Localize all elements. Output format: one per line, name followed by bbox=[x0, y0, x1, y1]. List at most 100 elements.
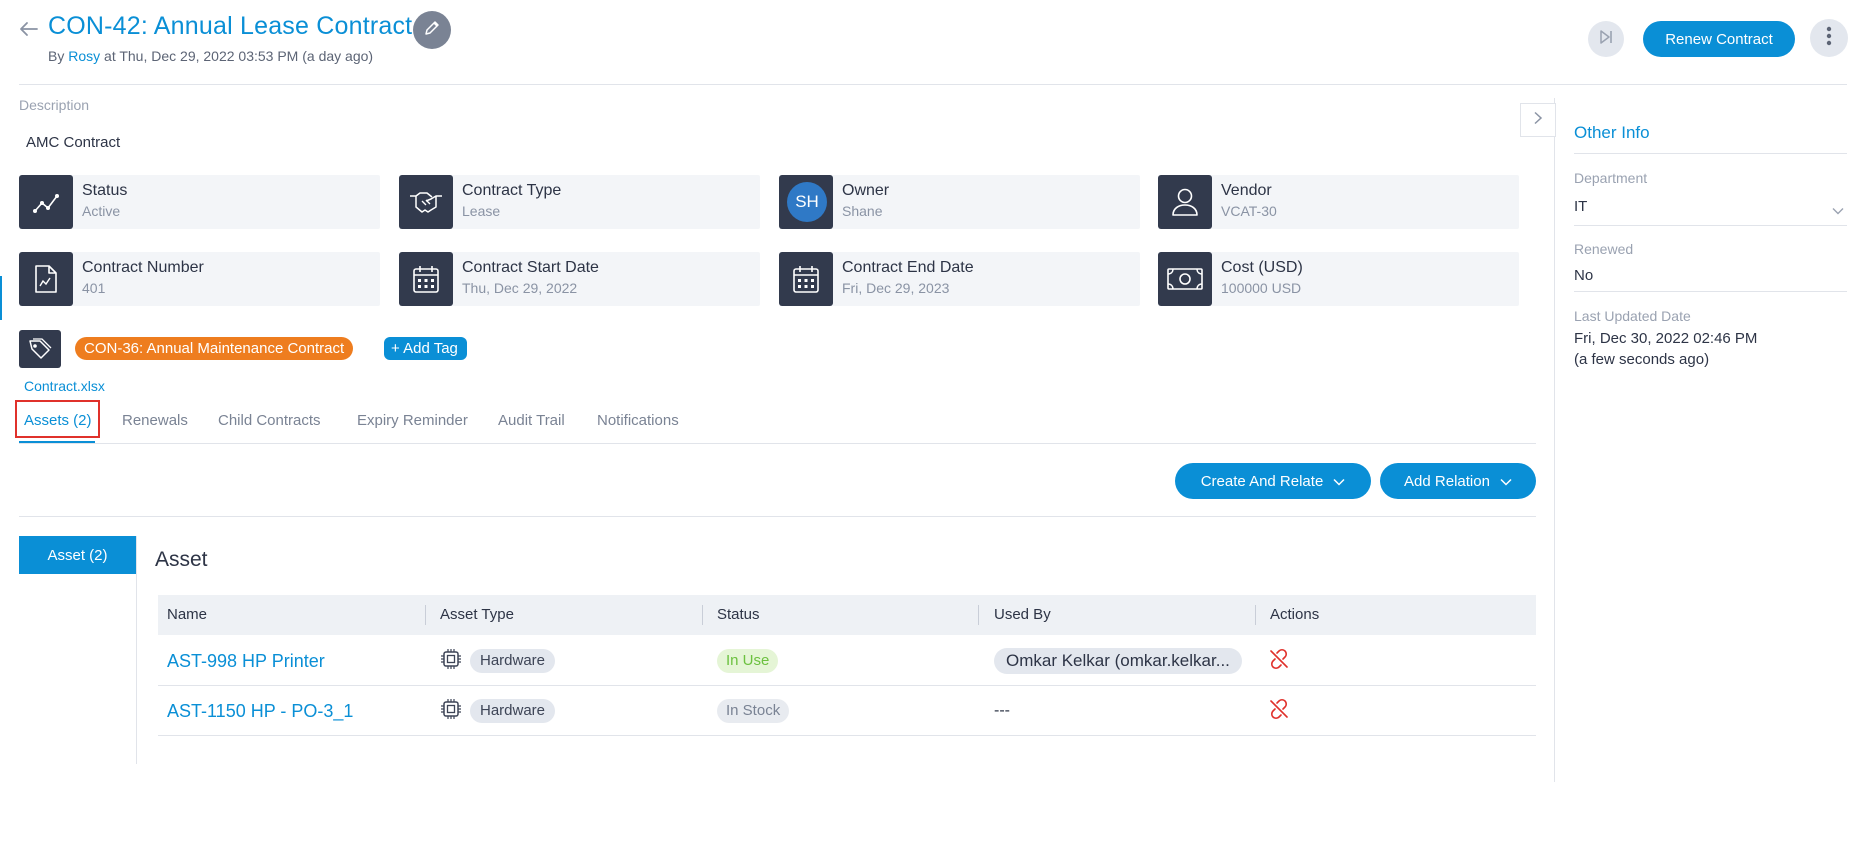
status-cell: In Stock bbox=[717, 686, 790, 736]
tab-assets[interactable]: Assets (2) bbox=[24, 412, 92, 429]
create-and-relate-label: Create And Relate bbox=[1200, 472, 1324, 490]
column-header-used-by[interactable]: Used By bbox=[994, 606, 1051, 623]
more-vertical-icon bbox=[1826, 26, 1832, 51]
tab-audit-trail[interactable]: Audit Trail bbox=[498, 412, 565, 429]
column-header-asset-type[interactable]: Asset Type bbox=[440, 606, 514, 623]
asset-type-cell: Hardware bbox=[440, 686, 556, 736]
column-separator bbox=[425, 605, 426, 625]
card-label: Cost (USD) bbox=[1221, 259, 1303, 276]
edit-title-button[interactable] bbox=[413, 11, 451, 49]
tab-child-contracts[interactable]: Child Contracts bbox=[218, 412, 321, 429]
collapse-sidebar-button[interactable] bbox=[1520, 103, 1556, 137]
calendar-icon bbox=[779, 252, 833, 306]
document-icon bbox=[19, 252, 73, 306]
unlink-icon[interactable] bbox=[1268, 698, 1290, 725]
tab-renewals[interactable]: Renewals bbox=[122, 412, 188, 429]
left-edge-accent bbox=[0, 276, 2, 320]
department-select[interactable]: IT bbox=[1574, 198, 1588, 215]
actions-cell bbox=[1268, 686, 1290, 736]
asset-type-badge: Hardware bbox=[470, 699, 556, 723]
page-header: CON-42: Annual Lease Contract By Rosy at… bbox=[0, 0, 1865, 86]
created-by-line: By Rosy at Thu, Dec 29, 2022 03:53 PM (a… bbox=[48, 48, 373, 64]
last-updated-label: Last Updated Date bbox=[1574, 308, 1691, 324]
card-label: Status bbox=[82, 182, 128, 199]
card-value: Active bbox=[82, 203, 121, 219]
sidebar-divider bbox=[1554, 98, 1555, 782]
active-tab-underline bbox=[19, 441, 95, 443]
start-date-card: Contract Start Date Thu, Dec 29, 2022 bbox=[399, 252, 760, 306]
back-arrow-icon[interactable] bbox=[18, 18, 40, 40]
end-date-card: Contract End Date Fri, Dec 29, 2023 bbox=[779, 252, 1140, 306]
column-separator bbox=[1255, 605, 1256, 625]
tab-expiry-reminder[interactable]: Expiry Reminder bbox=[357, 412, 468, 429]
card-label: Vendor bbox=[1221, 182, 1272, 199]
created-meta: at Thu, Dec 29, 2022 03:53 PM (a day ago… bbox=[104, 48, 374, 64]
card-value: VCAT-30 bbox=[1221, 203, 1277, 219]
skip-button[interactable] bbox=[1588, 21, 1624, 57]
description-label: Description bbox=[19, 97, 90, 113]
owner-card: SH Owner Shane bbox=[779, 175, 1140, 229]
contract-number-card: Contract Number 401 bbox=[19, 252, 380, 306]
card-value: Fri, Dec 29, 2023 bbox=[842, 280, 950, 296]
created-by-user-link[interactable]: Rosy bbox=[68, 48, 101, 64]
status-cell: In Use bbox=[717, 636, 779, 686]
chevron-right-icon bbox=[1533, 111, 1543, 130]
last-updated-relative: (a few seconds ago) bbox=[1574, 351, 1710, 368]
more-options-button[interactable] bbox=[1810, 19, 1848, 57]
cost-card: Cost (USD) 100000 USD bbox=[1158, 252, 1519, 306]
related-contract-tag[interactable]: CON-36: Annual Maintenance Contract bbox=[75, 337, 354, 360]
by-prefix: By bbox=[48, 48, 65, 64]
add-tag-button[interactable]: + Add Tag bbox=[384, 337, 467, 360]
add-tag-label: Add Tag bbox=[403, 340, 458, 357]
card-value: 100000 USD bbox=[1221, 280, 1302, 296]
card-label: Contract Number bbox=[82, 259, 204, 276]
sidebar-divider-line bbox=[1574, 291, 1847, 292]
card-value: Thu, Dec 29, 2022 bbox=[462, 280, 578, 296]
page-title: CON-42: Annual Lease Contract bbox=[48, 12, 413, 40]
table-row: AST-1150 HP - PO-3_1 Hardware In Stock -… bbox=[158, 686, 1536, 736]
name-cell: AST-1150 HP - PO-3_1 bbox=[167, 686, 353, 736]
card-value: 401 bbox=[82, 280, 106, 296]
skip-forward-icon bbox=[1597, 28, 1615, 51]
chevron-down-icon bbox=[1333, 473, 1345, 490]
header-divider bbox=[19, 84, 1847, 85]
tag-icon bbox=[19, 330, 61, 368]
used-by-cell: Omkar Kelkar (omkar.kelkar... bbox=[994, 636, 1242, 686]
card-label: Contract Type bbox=[462, 182, 562, 199]
sidebar-title: Other Info bbox=[1574, 123, 1650, 142]
status-card: Status Active bbox=[19, 175, 380, 229]
card-label: Owner bbox=[842, 182, 890, 199]
chip-icon bbox=[440, 648, 462, 675]
asset-name-link[interactable]: AST-998 HP Printer bbox=[167, 650, 325, 671]
column-header-status[interactable]: Status bbox=[717, 606, 760, 623]
used-by-chip[interactable]: Omkar Kelkar (omkar.kelkar... bbox=[994, 648, 1242, 674]
renewed-label: Renewed bbox=[1574, 241, 1634, 257]
tab-highlight-box bbox=[15, 400, 100, 438]
name-cell: AST-998 HP Printer bbox=[167, 636, 325, 686]
used-by-empty: --- bbox=[994, 702, 1010, 719]
column-header-name[interactable]: Name bbox=[167, 606, 208, 623]
asset-relation-tab[interactable]: Asset (2) bbox=[19, 536, 136, 574]
add-relation-button[interactable]: Add Relation bbox=[1380, 463, 1536, 499]
create-and-relate-button[interactable]: Create And Relate bbox=[1175, 463, 1371, 499]
status-badge: In Use bbox=[717, 649, 779, 673]
vendor-card: Vendor VCAT-30 bbox=[1158, 175, 1519, 229]
tab-notifications[interactable]: Notifications bbox=[597, 412, 679, 429]
chevron-down-icon[interactable] bbox=[1832, 202, 1844, 220]
table-header: Name Asset Type Status Used By Actions bbox=[158, 595, 1536, 635]
money-icon bbox=[1158, 252, 1212, 306]
tabs-divider bbox=[19, 443, 1536, 444]
side-tab-divider bbox=[136, 536, 137, 764]
user-icon bbox=[1158, 175, 1212, 229]
column-separator bbox=[978, 605, 979, 625]
sidebar-divider-line bbox=[1574, 225, 1847, 226]
renew-contract-button[interactable]: Renew Contract bbox=[1643, 21, 1795, 57]
attachment-link[interactable]: Contract.xlsx bbox=[24, 378, 105, 394]
avatar: SH bbox=[787, 182, 827, 222]
asset-type-badge: Hardware bbox=[470, 649, 556, 673]
asset-name-link[interactable]: AST-1150 HP - PO-3_1 bbox=[167, 700, 354, 721]
owner-icon-box: SH bbox=[779, 175, 833, 229]
unlink-icon[interactable] bbox=[1268, 648, 1290, 675]
pencil-icon bbox=[423, 19, 441, 42]
description-value: AMC Contract bbox=[26, 134, 121, 151]
